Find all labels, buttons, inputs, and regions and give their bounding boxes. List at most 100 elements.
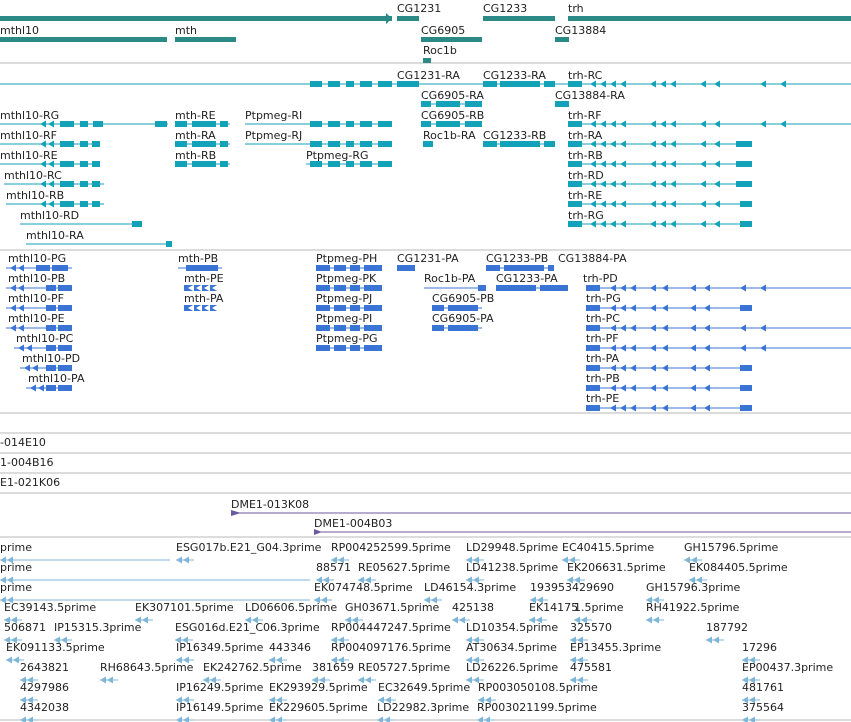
gene-bar-cg6905[interactable]	[421, 37, 482, 42]
mth-ra-exon[interactable]	[192, 141, 216, 147]
trh-pa-exon[interactable]	[740, 365, 752, 371]
trh-rd-exon[interactable]	[736, 181, 752, 187]
transcript-track-cg[interactable]: CG1231-RA CG1233-RA trh-RC CG6905-RA CG13884…	[0, 69, 851, 247]
ptpmeg-pj-exon[interactable]	[364, 305, 382, 311]
mth-ra-exon[interactable]	[175, 141, 187, 147]
trh-pb-exon[interactable]	[586, 385, 600, 391]
mthl10-rf-exon[interactable]	[92, 141, 100, 147]
ptpmeg-pj-exon[interactable]	[316, 305, 330, 311]
cg1233-ra-exon[interactable]	[544, 81, 555, 87]
ptpmeg-ri-exon[interactable]	[310, 121, 322, 127]
cg1233-pa-exon[interactable]	[540, 285, 568, 291]
cg6905-pb-exon[interactable]	[432, 305, 444, 311]
ptpmeg-rj-exon[interactable]	[360, 141, 372, 147]
mthl10-rg-exon[interactable]	[80, 121, 88, 127]
cg6905-pa-exon[interactable]	[448, 325, 478, 331]
ptpmeg-rg-exon[interactable]	[346, 161, 354, 167]
mthl10-rc-exon[interactable]	[60, 181, 74, 187]
trh-rb-exon[interactable]	[568, 161, 582, 167]
ptpmeg-ra-exon[interactable]	[378, 81, 392, 87]
cg1233-rb-exon[interactable]	[544, 141, 555, 147]
gene-bar-cg13884[interactable]	[555, 37, 569, 42]
cg13884-ra-exon[interactable]	[555, 101, 569, 107]
cg1231-ra-exon[interactable]	[397, 81, 419, 87]
ptpmeg-pj-exon[interactable]	[350, 305, 360, 311]
ptpmeg-ra-exon[interactable]	[346, 81, 354, 87]
cg1233-pa-exon[interactable]	[496, 285, 536, 291]
mthl10-pa-exon[interactable]	[46, 385, 56, 391]
mthl10-rc-exon[interactable]	[80, 181, 88, 187]
mth-pb-exon[interactable]	[186, 265, 218, 271]
gene-track[interactable]: CG1231 CG1233 trh mthl10 mth CG6905 CG13884 Roc…	[0, 2, 851, 63]
ptpmeg-rj-exon[interactable]	[310, 141, 322, 147]
cg6905-rb-exon[interactable]	[436, 121, 460, 127]
ptpmeg-ri-exon[interactable]	[328, 121, 340, 127]
ptpmeg-pg-exon[interactable]	[350, 345, 360, 351]
ptpmeg-pg-exon[interactable]	[334, 345, 346, 351]
mthl10-pg-exon[interactable]	[36, 265, 50, 271]
gene-bar-mthl10[interactable]	[0, 37, 167, 42]
transcript-track-fb[interactable]: mthl10-PG mth-PB Ptpmeg-PH CG1231-PA CG1233-…	[6, 252, 851, 412]
mthl10-rf-exon[interactable]	[60, 141, 74, 147]
cg1233-pb-exon[interactable]	[486, 265, 500, 271]
ptpmeg-rj-exon[interactable]	[378, 141, 392, 147]
trh-pe-exon[interactable]	[740, 405, 752, 411]
ptpmeg-ri-exon[interactable]	[360, 121, 372, 127]
ptpmeg-pi-exon[interactable]	[334, 325, 346, 331]
mthl10-rg-exon[interactable]	[93, 121, 103, 127]
trh-pa-exon[interactable]	[586, 365, 600, 371]
roc1b-ra-exon[interactable]	[423, 141, 433, 147]
cg1233-ra-exon[interactable]	[483, 81, 497, 87]
mthl10-rb-exon[interactable]	[60, 201, 74, 207]
mthl10-pa-exon[interactable]	[58, 385, 72, 391]
est-track[interactable]: prime ESG017b.E21_G04.3prime RP004252599.5…	[0, 541, 833, 722]
mth-rb-exon[interactable]	[220, 161, 228, 167]
ptpmeg-pk-exon[interactable]	[364, 285, 382, 291]
gene-bar-ptpmeg[interactable]	[0, 16, 392, 21]
mthl10-rf-exon[interactable]	[80, 141, 88, 147]
mth-re-exon[interactable]	[175, 121, 187, 127]
trh-pe-exon[interactable]	[586, 405, 600, 411]
ptpmeg-pk-exon[interactable]	[334, 285, 346, 291]
trh-rd-exon[interactable]	[568, 181, 582, 187]
mthl10-rg-exon[interactable]	[60, 121, 74, 127]
cg1233-pb-exon[interactable]	[548, 265, 554, 271]
cg6905-pa-exon[interactable]	[432, 325, 444, 331]
ptpmeg-rg-exon[interactable]	[360, 161, 372, 167]
ptpmeg-ph-exon[interactable]	[350, 265, 360, 271]
trh-rg-exon[interactable]	[740, 221, 752, 227]
cg6905-pb-exon[interactable]	[448, 305, 478, 311]
mthl10-pe-exon[interactable]	[46, 325, 56, 331]
ptpmeg-pj-exon[interactable]	[334, 305, 346, 311]
mthl10-pd-exon[interactable]	[46, 365, 56, 371]
cg1233-pb-exon[interactable]	[504, 265, 544, 271]
ptpmeg-ra-exon[interactable]	[360, 81, 372, 87]
mthl10-pc-exon[interactable]	[58, 345, 72, 351]
gene-bar-cg1233[interactable]	[483, 16, 555, 21]
ptpmeg-pi-exon[interactable]	[316, 325, 330, 331]
trh-rc-exon[interactable]	[568, 81, 582, 87]
ptpmeg-pi-exon[interactable]	[350, 325, 360, 331]
cg6905-rb-exon[interactable]	[421, 121, 431, 127]
trh-pb-exon[interactable]	[740, 385, 752, 391]
ptpmeg-pk-exon[interactable]	[316, 285, 330, 291]
mthl10-rb-exon[interactable]	[92, 201, 100, 207]
mthl10-pe-exon[interactable]	[58, 325, 72, 331]
mthl10-ra-exon[interactable]	[166, 241, 172, 247]
ptpmeg-ri-exon[interactable]	[378, 121, 392, 127]
trh-pf-exon[interactable]	[586, 345, 600, 351]
trh-rb-exon[interactable]	[736, 161, 752, 167]
trh-re-exon[interactable]	[740, 201, 752, 207]
mth-re-exon[interactable]	[220, 121, 228, 127]
cg6905-ra-exon[interactable]	[421, 101, 431, 107]
mthl10-re-exon[interactable]	[60, 161, 74, 167]
ptpmeg-rj-exon[interactable]	[328, 141, 340, 147]
cg6905-ra-exon[interactable]	[465, 101, 482, 107]
cg1233-rb-exon[interactable]	[483, 141, 497, 147]
trh-rg-exon[interactable]	[568, 221, 582, 227]
ptpmeg-ph-exon[interactable]	[364, 265, 382, 271]
ptpmeg-rg-exon[interactable]	[378, 161, 392, 167]
gene-bar-cg1231[interactable]	[397, 16, 419, 21]
ptpmeg-rg-exon[interactable]	[328, 161, 340, 167]
